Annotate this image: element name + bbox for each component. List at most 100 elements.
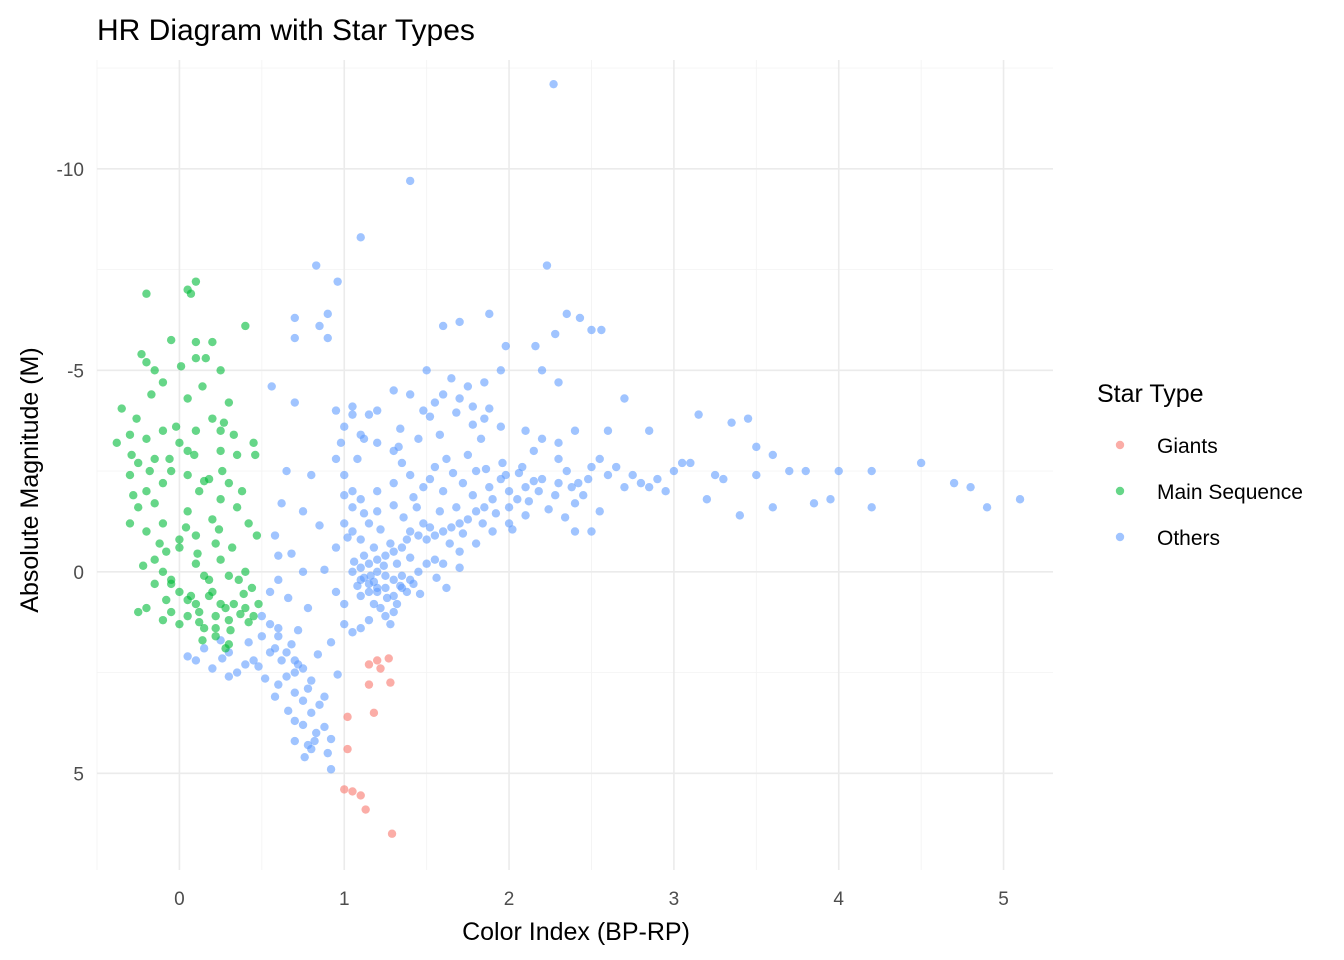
data-point	[241, 660, 250, 669]
data-point	[142, 289, 151, 298]
data-point	[186, 289, 196, 298]
data-point	[191, 426, 201, 435]
data-point	[669, 466, 679, 476]
data-point	[112, 438, 121, 448]
data-point	[221, 644, 230, 653]
data-point	[145, 466, 154, 476]
data-point	[422, 535, 431, 544]
y-axis-ticks: -10 -5 0 5	[57, 160, 84, 785]
data-point	[227, 543, 237, 552]
data-point	[551, 329, 560, 339]
data-point	[644, 482, 654, 492]
data-point	[270, 531, 280, 540]
data-point	[574, 478, 583, 488]
data-point	[435, 507, 445, 516]
data-point	[419, 482, 428, 492]
data-point	[348, 486, 357, 496]
y-tick-label: -10	[57, 160, 84, 181]
data-point	[236, 609, 245, 619]
data-point	[405, 176, 415, 186]
data-point	[481, 464, 491, 474]
data-point	[340, 422, 349, 431]
data-point	[326, 638, 336, 647]
data-point	[373, 567, 382, 576]
data-point	[204, 575, 214, 585]
data-point	[488, 527, 497, 536]
legend-swatch	[1115, 440, 1125, 450]
data-point	[158, 567, 168, 576]
data-point	[229, 430, 239, 439]
data-point	[381, 583, 390, 593]
data-point	[208, 587, 217, 597]
data-point	[567, 482, 576, 492]
data-point	[752, 442, 761, 452]
data-point	[348, 402, 357, 411]
data-point	[405, 390, 415, 399]
data-point	[438, 321, 448, 331]
data-point	[224, 615, 234, 625]
data-point	[364, 660, 374, 669]
data-point	[496, 422, 506, 431]
data-point	[442, 454, 451, 464]
data-point	[232, 668, 242, 677]
data-point	[455, 317, 464, 327]
data-point	[356, 233, 365, 242]
data-point	[158, 378, 168, 387]
data-point	[158, 519, 168, 528]
data-point	[290, 736, 299, 746]
data-point	[982, 503, 992, 512]
data-point	[386, 619, 395, 629]
data-point	[394, 442, 403, 452]
data-point	[340, 491, 349, 500]
data-point	[369, 577, 379, 587]
data-point	[244, 617, 253, 627]
data-point	[387, 829, 397, 838]
data-point	[221, 603, 230, 613]
data-point	[348, 503, 357, 512]
data-point	[389, 607, 398, 617]
data-point	[234, 575, 243, 585]
data-point	[191, 599, 201, 609]
data-point	[834, 466, 843, 476]
data-point	[554, 438, 563, 448]
x-axis-title: Color Index (BP-RP)	[462, 918, 690, 946]
data-point	[376, 603, 385, 613]
data-point	[237, 486, 247, 496]
data-point	[175, 535, 184, 544]
data-point	[298, 696, 308, 705]
data-point	[376, 525, 385, 534]
data-point	[134, 607, 143, 617]
data-point	[252, 531, 262, 540]
data-point	[333, 670, 342, 679]
data-point	[166, 335, 176, 345]
data-point	[438, 559, 448, 568]
x-tick-label: 0	[174, 889, 185, 910]
data-point	[175, 438, 184, 448]
data-point	[224, 571, 234, 581]
data-point	[448, 468, 458, 478]
data-point	[199, 624, 209, 633]
data-point	[414, 434, 423, 444]
chart-title: HR Diagram with Star Types	[97, 14, 475, 47]
data-point	[155, 539, 164, 548]
data-point	[397, 571, 407, 581]
data-point	[620, 482, 629, 492]
data-point	[405, 470, 415, 480]
data-point	[186, 591, 196, 601]
data-point	[183, 652, 192, 661]
data-point	[343, 744, 352, 754]
data-point	[229, 599, 239, 609]
data-point	[867, 503, 876, 512]
data-point	[549, 79, 558, 89]
data-point	[583, 474, 593, 484]
data-point	[455, 547, 464, 556]
grid	[96, 60, 1053, 870]
data-point	[310, 736, 319, 746]
data-point	[181, 523, 191, 532]
legend-label: Others	[1157, 527, 1220, 550]
data-point	[313, 650, 323, 659]
data-point	[216, 555, 225, 564]
data-point	[521, 426, 530, 435]
data-point	[312, 261, 321, 270]
data-point	[150, 366, 159, 375]
